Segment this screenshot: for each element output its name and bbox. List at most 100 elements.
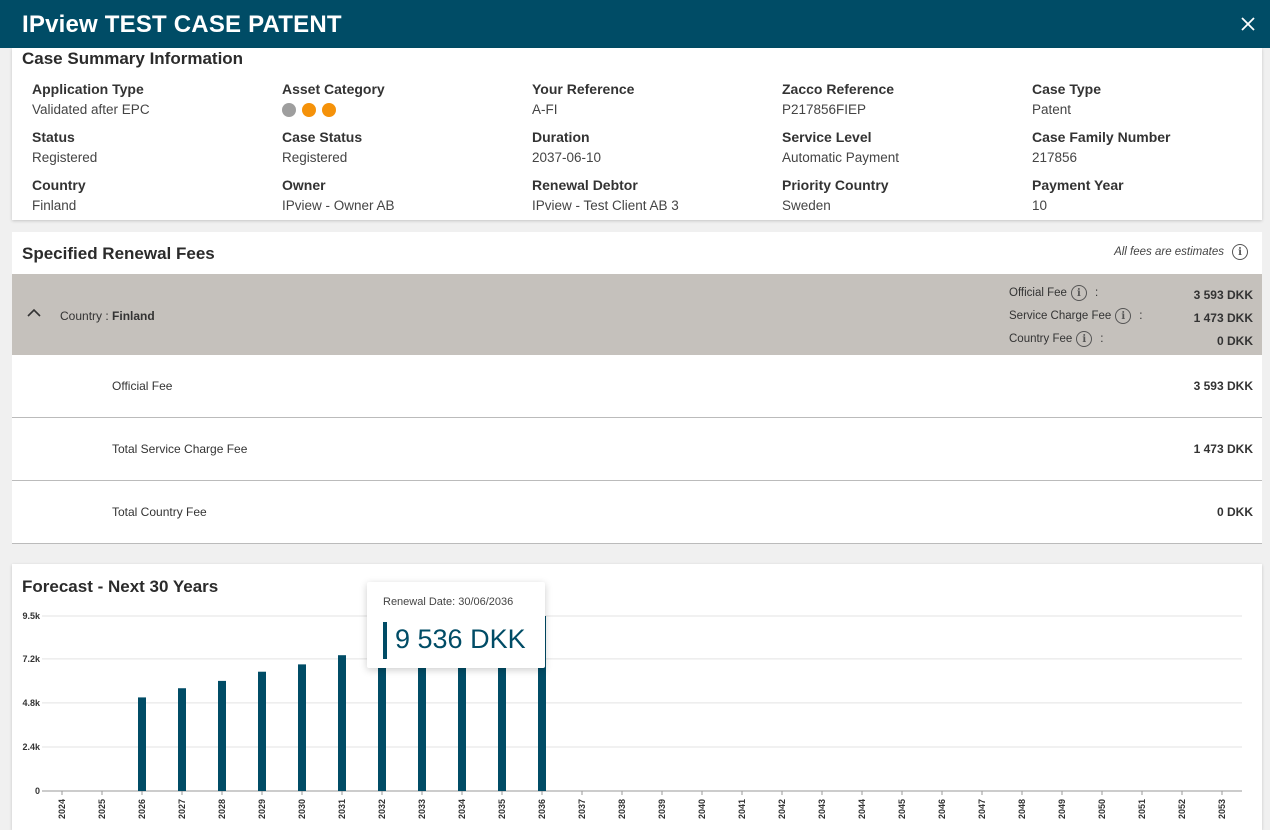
fee-row-name: Total Service Charge Fee xyxy=(112,442,248,456)
x-tick-label: 2049 xyxy=(1057,799,1067,819)
fee-row-amount: 3 593 DKK xyxy=(1193,379,1253,393)
fee-row-official: Official Fee 3 593 DKK xyxy=(12,355,1262,418)
country-fee-header[interactable]: Country : Finland Official Fee i: 3 593 D… xyxy=(12,274,1262,355)
field-value: Automatic Payment xyxy=(782,150,900,165)
fee-row-name: Total Country Fee xyxy=(112,505,207,519)
field-label: Service Level xyxy=(782,129,872,145)
field-asset-category: Asset Category xyxy=(282,81,522,117)
field-value: 2037-06-10 xyxy=(532,150,602,165)
bar-2034[interactable] xyxy=(458,631,466,791)
tooltip-date: Renewal Date: 30/06/2036 xyxy=(383,596,514,608)
x-tick-label: 2030 xyxy=(297,799,307,819)
fee-line-name: Official Fee xyxy=(1009,287,1067,299)
x-tick-label: 2038 xyxy=(617,799,627,819)
chart-tooltip: Renewal Date: 30/06/2036 9 536 DKK xyxy=(367,582,545,668)
field-label: Renewal Debtor xyxy=(532,177,638,193)
field-label: Zacco Reference xyxy=(782,81,895,97)
tooltip-accent-bar xyxy=(383,622,387,659)
field-zacco-reference: Zacco Reference P217856FIEP xyxy=(782,81,1022,119)
x-tick-label: 2048 xyxy=(1017,799,1027,819)
country-name: Finland xyxy=(112,309,155,323)
bar-2029[interactable] xyxy=(258,671,266,791)
bar-2031[interactable] xyxy=(338,655,346,791)
bar-2035[interactable] xyxy=(498,624,506,791)
field-label: Duration xyxy=(532,129,590,145)
fee-summary-line: Official Fee i: 3 593 DKK xyxy=(1009,285,1253,302)
x-tick-label: 2053 xyxy=(1217,799,1227,819)
field-value: Patent xyxy=(1032,102,1072,117)
fee-row-amount: 1 473 DKK xyxy=(1193,442,1253,456)
info-icon[interactable]: i xyxy=(1232,244,1248,260)
info-icon[interactable]: i xyxy=(1115,308,1132,324)
field-label: Payment Year xyxy=(1032,177,1124,193)
field-case-family-number: Case Family Number 217856 xyxy=(1032,129,1270,167)
field-label: Owner xyxy=(282,177,326,193)
chevron-up-icon[interactable] xyxy=(26,306,42,318)
y-tick-label: 4.8k xyxy=(22,698,41,708)
field-case-type: Case Type Patent xyxy=(1032,81,1270,119)
bar-2030[interactable] xyxy=(298,664,306,791)
field-value: Registered xyxy=(282,150,348,165)
fee-summary-line: Country Fee i: 0 DKK xyxy=(1009,331,1253,348)
field-value: IPview - Owner AB xyxy=(282,198,395,213)
field-value: IPview - Test Client AB 3 xyxy=(532,198,679,213)
field-label: Your Reference xyxy=(532,81,635,97)
fee-line-name: Service Charge Fee xyxy=(1009,310,1112,322)
x-tick-label: 2031 xyxy=(337,799,347,819)
bar-2027[interactable] xyxy=(178,688,186,791)
x-tick-label: 2029 xyxy=(257,799,267,819)
field-value: P217856FIEP xyxy=(782,102,867,117)
field-renewal-debtor: Renewal Debtor IPview - Test Client AB 3 xyxy=(532,177,772,215)
y-tick-label: 2.4k xyxy=(22,742,41,752)
fee-summary-lines: Official Fee i: 3 593 DKK Service Charge … xyxy=(1003,284,1253,353)
field-value: Sweden xyxy=(782,198,831,213)
x-tick-label: 2045 xyxy=(897,799,907,819)
asset-dot xyxy=(302,103,316,117)
fee-line-name: Country Fee xyxy=(1009,333,1073,345)
bar-2026[interactable] xyxy=(138,697,146,791)
app-header: IPview TEST CASE PATENT xyxy=(0,0,1270,48)
renewal-fees-section: Specified Renewal Fees All fees are esti… xyxy=(12,232,1262,544)
field-value: A-FI xyxy=(532,102,558,117)
field-priority-country: Priority Country Sweden xyxy=(782,177,1022,215)
x-tick-label: 2047 xyxy=(977,799,987,819)
field-label: Country xyxy=(32,177,86,193)
field-label: Priority Country xyxy=(782,177,889,193)
fee-summary-line: Service Charge Fee i: 1 473 DKK xyxy=(1009,308,1253,325)
info-icon[interactable]: i xyxy=(1076,331,1093,347)
bar-2032[interactable] xyxy=(378,647,386,791)
bar-2028[interactable] xyxy=(218,680,226,791)
field-value: 10 xyxy=(1032,198,1048,213)
field-label: Status xyxy=(32,129,75,145)
field-label: Application Type xyxy=(32,81,144,97)
bar-2036[interactable] xyxy=(538,616,546,791)
x-tick-label: 2050 xyxy=(1097,799,1107,819)
field-service-level: Service Level Automatic Payment xyxy=(782,129,1022,167)
renewal-fees-title: Specified Renewal Fees xyxy=(22,244,215,263)
x-tick-label: 2028 xyxy=(217,799,227,819)
field-label: Case Type xyxy=(1032,81,1101,97)
x-tick-label: 2039 xyxy=(657,799,667,819)
x-tick-label: 2035 xyxy=(497,799,507,819)
fee-line-amount: 1 473 DKK xyxy=(1193,311,1253,325)
field-value: 217856 xyxy=(1032,150,1078,165)
fee-row-amount: 0 DKK xyxy=(1216,505,1253,519)
field-case-status: Case Status Registered xyxy=(282,129,522,167)
fee-line-amount: 0 DKK xyxy=(1216,334,1253,348)
close-icon[interactable] xyxy=(1234,10,1262,38)
x-tick-label: 2044 xyxy=(857,799,867,819)
x-tick-label: 2027 xyxy=(177,799,187,819)
x-tick-label: 2032 xyxy=(377,799,387,819)
y-tick-label: 7.2k xyxy=(22,654,41,664)
page-title: IPview TEST CASE PATENT xyxy=(22,11,342,38)
case-summary-title: Case Summary Information xyxy=(22,49,244,68)
info-icon[interactable]: i xyxy=(1070,285,1087,301)
country-label-text: Country : xyxy=(60,309,109,323)
x-tick-label: 2024 xyxy=(57,799,67,819)
y-tick-label: 0 xyxy=(35,786,40,796)
bar-2033[interactable] xyxy=(418,638,426,791)
field-owner: Owner IPview - Owner AB xyxy=(282,177,522,215)
x-tick-label: 2037 xyxy=(577,799,587,819)
x-tick-label: 2026 xyxy=(137,799,147,819)
field-country: Country Finland xyxy=(32,177,272,215)
